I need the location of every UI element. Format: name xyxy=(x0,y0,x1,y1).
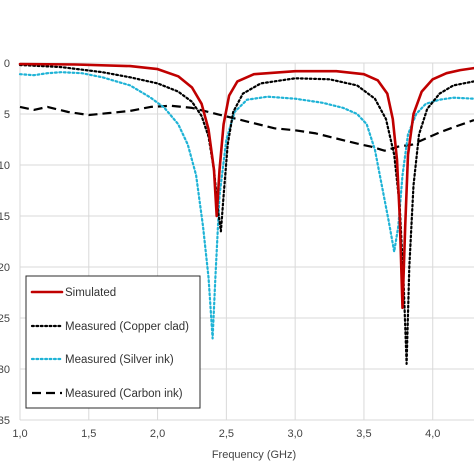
x-tick-label: 2,0 xyxy=(150,428,165,440)
x-tick-label: 1,0 xyxy=(12,428,27,440)
y-tick-label: 10 xyxy=(0,160,10,172)
series-line-2 xyxy=(18,63,474,365)
y-tick-label: 20 xyxy=(0,262,10,274)
y-tick-label: 5 xyxy=(4,109,10,121)
series-line-3 xyxy=(18,71,474,340)
x-tick-label: 4,0 xyxy=(425,428,440,440)
x-tick-labels: 1,0 1,5 2,0 2,5 3,0 3,5 4,0 xyxy=(12,428,440,440)
y-tick-label: 15 xyxy=(0,211,10,223)
series-lines xyxy=(18,62,474,365)
legend-box xyxy=(25,275,201,409)
y-tick-label: 25 xyxy=(0,313,10,325)
legend-label: Measured (Copper clad) xyxy=(65,321,189,333)
legend-label: Measured (Silver ink) xyxy=(65,354,174,366)
legend-label: Measured (Carbon ink) xyxy=(65,388,183,400)
x-tick-label: 1,5 xyxy=(81,428,96,440)
series-line-1 xyxy=(18,62,474,310)
y-tick-label: 35 xyxy=(0,415,10,427)
x-tick-label: 3,5 xyxy=(356,428,371,440)
y-tick-labels: 0 5 10 15 20 25 30 35 xyxy=(0,58,10,427)
x-tick-label: 3,0 xyxy=(288,428,303,440)
legend-label: Simulated xyxy=(65,287,116,299)
y-tick-label: 30 xyxy=(0,364,10,376)
x-tick-label: 2,5 xyxy=(219,428,234,440)
y-tick-label: 0 xyxy=(4,58,10,70)
legend: Simulated Measured (Copper clad) Measured … xyxy=(25,275,201,409)
x-axis-label: Frequency (GHz) xyxy=(212,449,296,461)
